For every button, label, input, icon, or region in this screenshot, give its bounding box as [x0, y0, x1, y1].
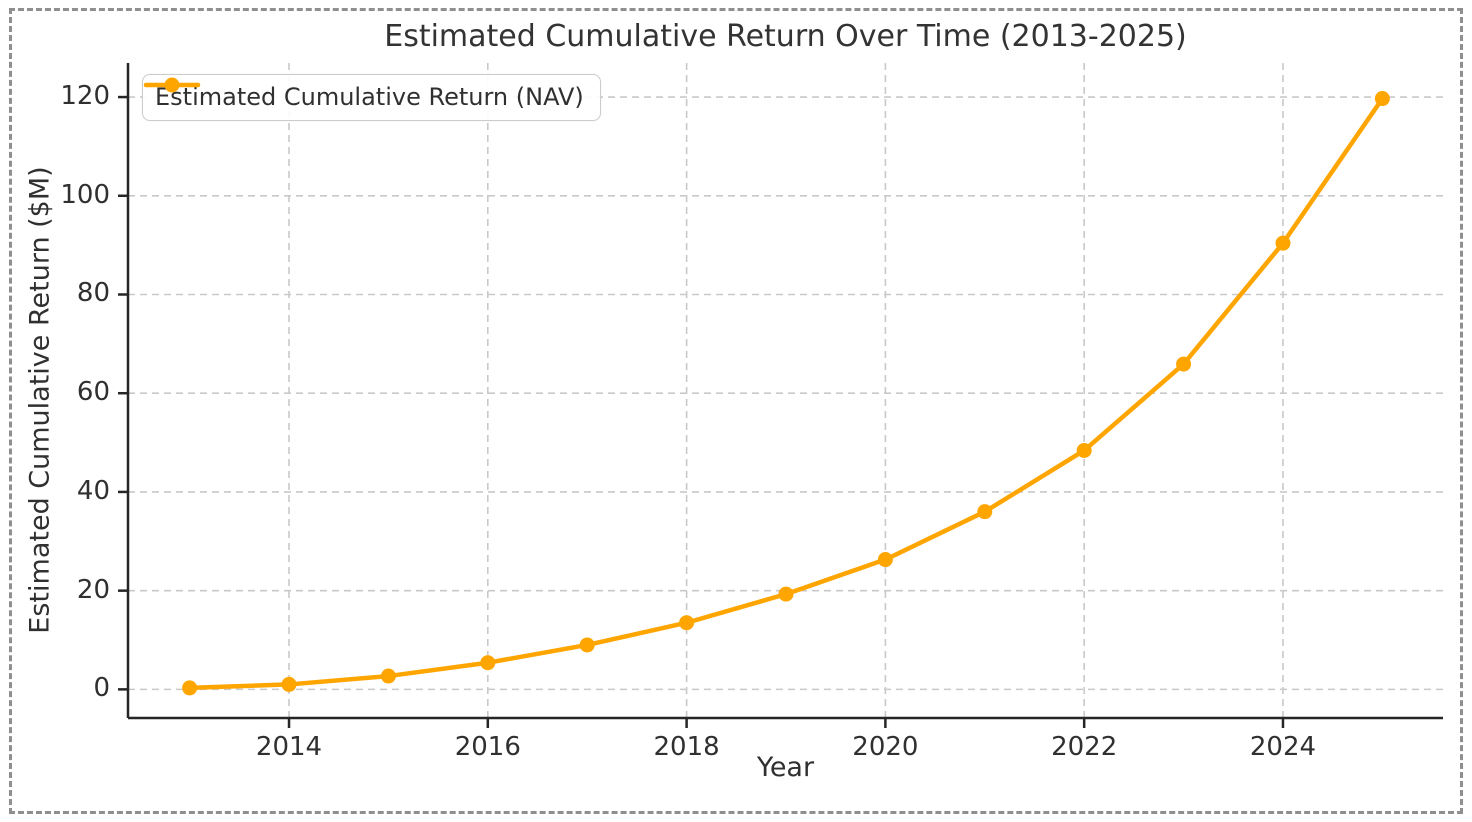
axis-tick-marks [118, 95, 1285, 728]
y-tick-label: 60 [76, 377, 110, 408]
data-point-marker [1076, 442, 1092, 458]
data-point-marker [1374, 91, 1390, 107]
x-tick-label: 2016 [454, 732, 521, 762]
x-tick-label: 2022 [1051, 732, 1118, 762]
data-point-marker [579, 637, 595, 653]
legend-label: Estimated Cumulative Return (NAV) [155, 83, 584, 111]
data-point-marker [380, 668, 396, 684]
x-tick-label: 2014 [255, 732, 323, 762]
data-point-marker [480, 655, 496, 671]
x-tick-label: 2020 [852, 732, 919, 762]
y-tick-label: 100 [60, 179, 110, 210]
x-tick-label: 2024 [1249, 732, 1317, 762]
legend-line-marker-icon [143, 77, 201, 93]
data-point-marker [281, 676, 297, 692]
y-tick-label: 20 [76, 574, 110, 605]
data-point-marker [778, 586, 794, 602]
data-point-marker [1176, 356, 1192, 372]
data-point-marker [679, 615, 695, 631]
axes-spines [126, 63, 1443, 720]
legend: Estimated Cumulative Return (NAV) [142, 74, 601, 121]
series-layer [182, 91, 1390, 696]
chart-canvas [118, 63, 1443, 728]
data-point-marker [977, 504, 993, 520]
y-tick-label: 40 [76, 475, 110, 506]
data-point-marker [877, 552, 893, 568]
data-point-marker [182, 680, 198, 696]
x-axis-label: Year [756, 752, 815, 783]
plot-area: Estimated Cumulative Return (NAV) [118, 63, 1443, 728]
gridlines [128, 63, 1443, 718]
y-tick-label: 80 [76, 278, 110, 309]
x-tick-label: 2018 [653, 732, 720, 762]
data-point-marker [1275, 235, 1291, 251]
chart-title: Estimated Cumulative Return Over Time (2… [384, 19, 1187, 54]
y-tick-label: 120 [60, 81, 110, 112]
y-tick-label: 0 [93, 673, 110, 704]
